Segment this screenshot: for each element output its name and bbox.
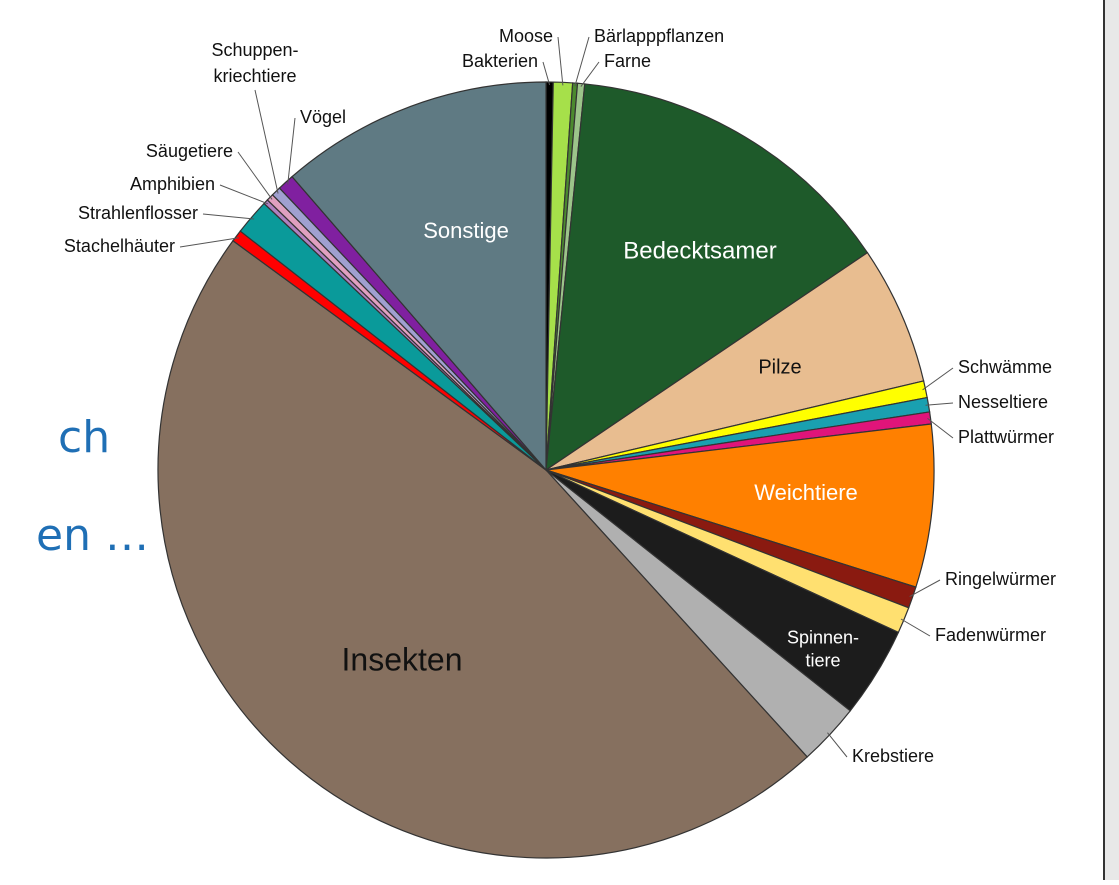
slice-label: Nesseltiere (958, 392, 1048, 412)
leader-line (927, 417, 954, 439)
slice-label: Bärlapppflanzen (594, 26, 724, 46)
slice-label: Plattwürmer (958, 427, 1054, 447)
slice-label: Insekten (342, 641, 463, 677)
slice-label: Bakterien (462, 51, 538, 71)
leader-line (827, 732, 848, 758)
slice-label: Krebstiere (852, 746, 934, 766)
slice-label: Schwämme (958, 357, 1052, 377)
leader-line (179, 237, 240, 248)
leader-line (254, 89, 279, 194)
slice-label: Pilze (758, 356, 801, 378)
leader-line (542, 61, 551, 86)
pie-slice (545, 251, 925, 471)
leader-line (557, 36, 564, 86)
slice-label: Amphibien (130, 174, 215, 194)
leader-line (922, 367, 954, 391)
slide-text: en … (36, 510, 149, 561)
slice-label: Säugetiere (146, 141, 233, 161)
slice-label: Farne (604, 51, 651, 71)
leader-line (925, 402, 954, 406)
slice-label: Sonstige (423, 218, 509, 243)
slice-label: Ringelwürmer (945, 569, 1056, 589)
leader-line (287, 117, 296, 185)
pie-slice (545, 423, 935, 588)
slice-label: Weichtiere (754, 480, 858, 505)
slice-label: Strahlenflosser (78, 203, 198, 223)
leader-line (900, 618, 931, 637)
slice-label: Bedecktsamer (623, 237, 776, 264)
slice-label: Vögel (300, 107, 346, 127)
pie-slice (291, 81, 547, 472)
slice-label: Stachelhäuter (64, 236, 175, 256)
slide-text: ch (58, 412, 110, 463)
pie-slice (545, 83, 869, 472)
slice-label: Schuppen-kriechtiere (211, 40, 298, 86)
leader-line (574, 36, 590, 87)
pie-slice (157, 239, 809, 859)
slice-label: Moose (499, 26, 553, 46)
frame-edge (1104, 0, 1119, 880)
leader-line (909, 579, 941, 597)
leader-line (237, 151, 273, 200)
slice-label: Fadenwürmer (935, 625, 1046, 645)
leader-line (580, 61, 600, 87)
leader-line (219, 184, 269, 205)
slice-label: Spinnen-tiere (787, 627, 859, 670)
leader-line (202, 213, 255, 220)
